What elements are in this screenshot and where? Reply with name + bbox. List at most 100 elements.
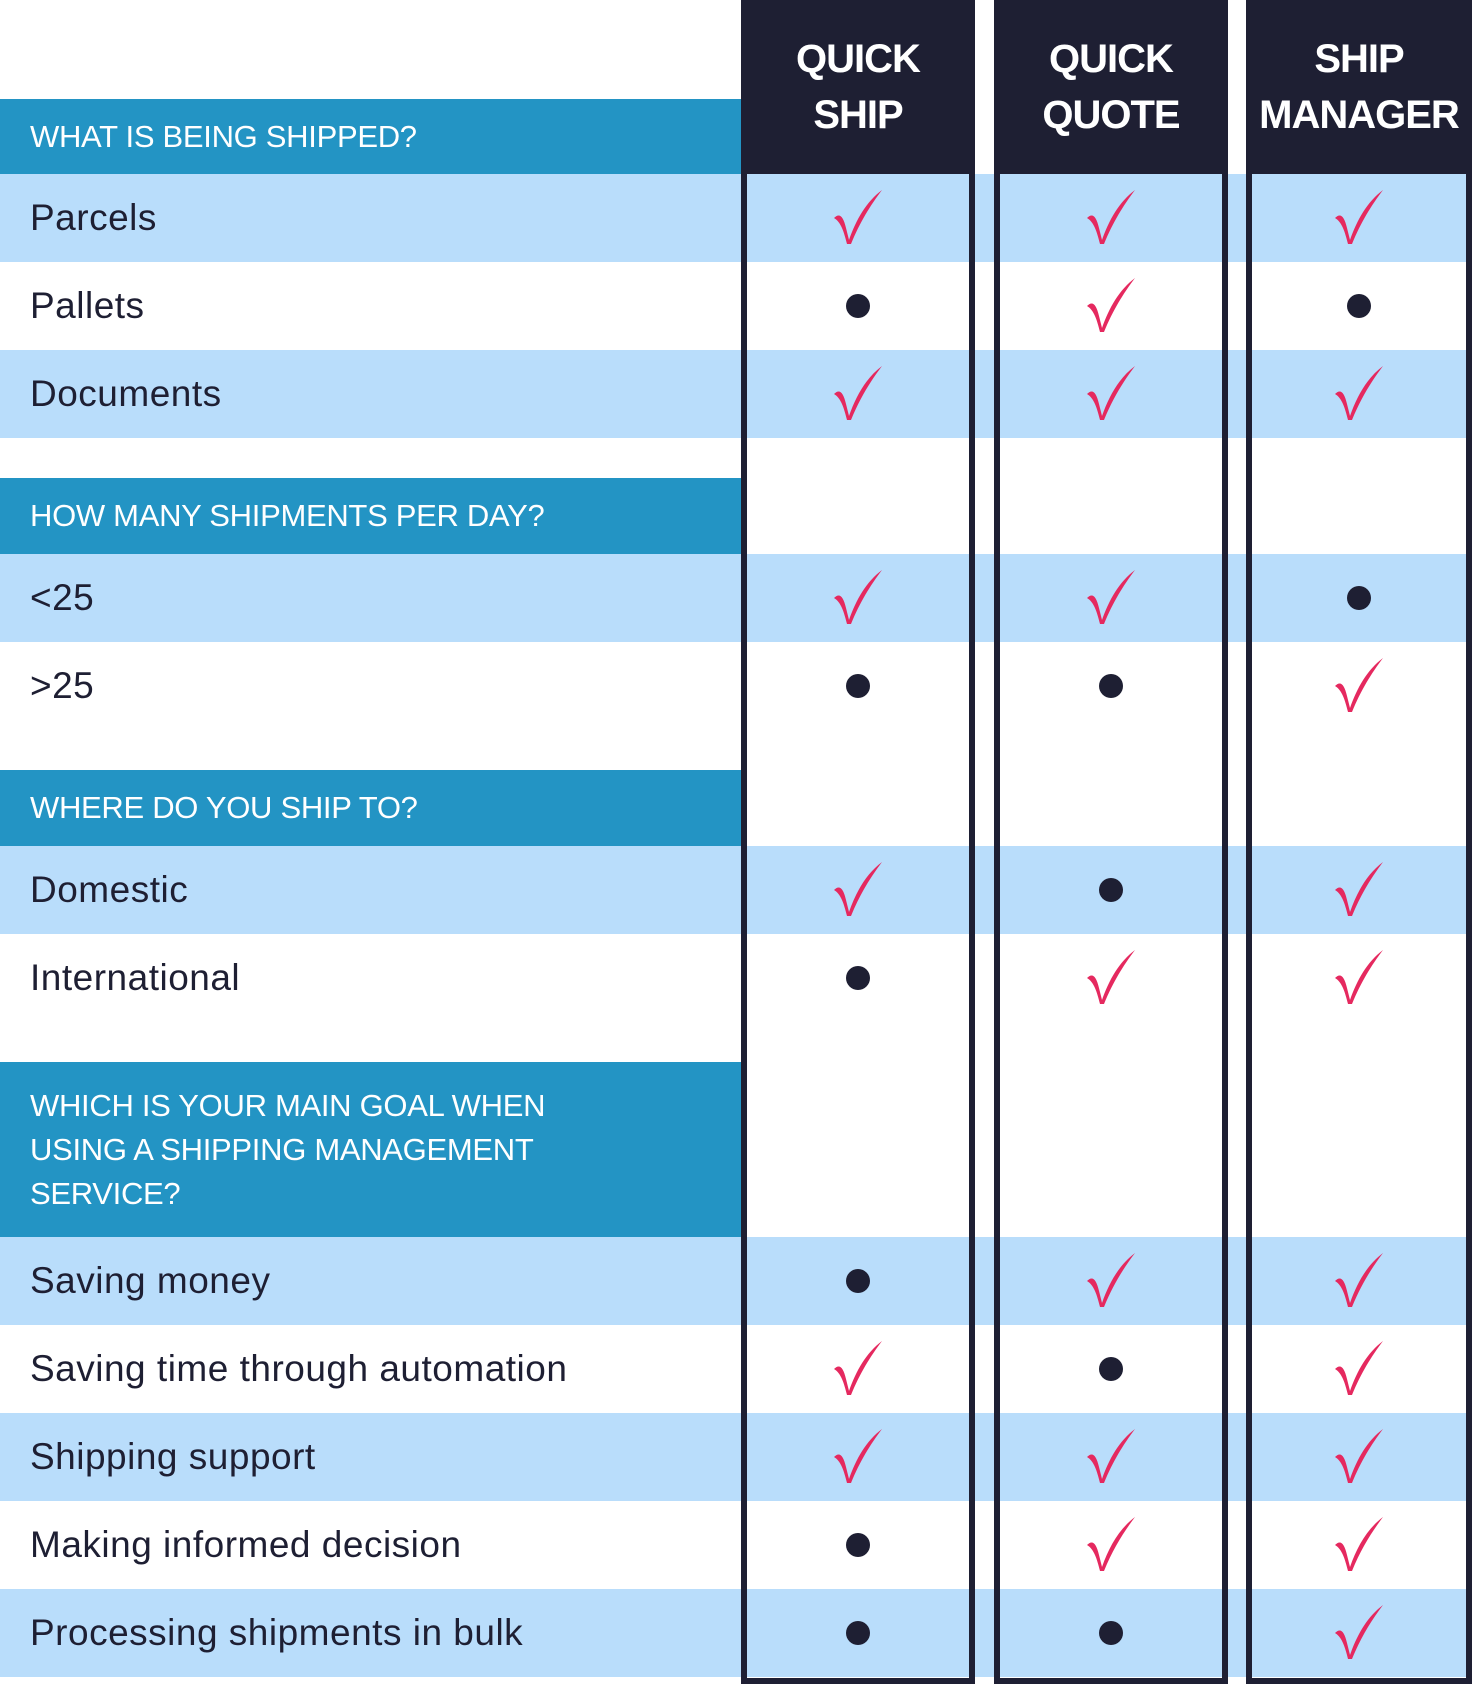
checkmark-icon — [830, 1427, 886, 1488]
checkmark-icon — [1331, 656, 1387, 717]
cell-dot — [798, 1501, 918, 1589]
checkmark-icon — [830, 568, 886, 629]
column-header: SHIP MANAGER — [1246, 0, 1472, 174]
checkmark-icon — [1331, 364, 1387, 425]
column-header-line2: MANAGER — [1259, 93, 1460, 137]
cell-check — [1051, 350, 1171, 438]
dot-icon — [1099, 674, 1123, 698]
table-row: Saving time through automation — [0, 1325, 1472, 1413]
checkmark-icon — [830, 364, 886, 425]
row-label: Documents — [30, 373, 222, 414]
checkmark-icon — [1083, 188, 1139, 249]
cell-check — [798, 350, 918, 438]
cell-check — [1051, 1237, 1171, 1325]
cell-check — [798, 846, 918, 934]
cell-check — [1299, 934, 1419, 1022]
checkmark-icon — [1083, 1515, 1139, 1576]
column-header-line1: QUICK — [796, 37, 921, 81]
row-label: International — [30, 957, 241, 998]
column-header: QUICK SHIP — [741, 0, 975, 174]
row-label: Saving time through automation — [30, 1348, 568, 1389]
table-row: >25 — [0, 642, 1472, 730]
column-frame — [741, 0, 975, 1684]
column-frame — [1246, 0, 1472, 1684]
row-label: Domestic — [30, 869, 189, 910]
row-label: >25 — [30, 665, 95, 706]
cell-check — [1051, 1413, 1171, 1501]
dot-icon — [846, 1533, 870, 1557]
column-header-line1: QUICK — [1049, 37, 1174, 81]
dot-icon — [1099, 1357, 1123, 1381]
cell-check — [1051, 262, 1171, 350]
section-heading: WHICH IS YOUR MAIN GOAL WHEN USING A SHI… — [0, 1062, 741, 1237]
cell-check — [1299, 1501, 1419, 1589]
row-label: <25 — [30, 577, 95, 618]
cell-check — [1299, 1237, 1419, 1325]
cell-check — [798, 1413, 918, 1501]
row-label: Shipping support — [30, 1436, 316, 1477]
checkmark-icon — [830, 860, 886, 921]
section-title: WHAT IS BEING SHIPPED? — [30, 118, 417, 154]
cell-check — [1299, 350, 1419, 438]
checkmark-icon — [1331, 1603, 1387, 1664]
row-label: Making informed decision — [30, 1524, 462, 1565]
dot-icon — [846, 966, 870, 990]
table-row: International — [0, 934, 1472, 1022]
cell-check — [1299, 1413, 1419, 1501]
row-label: Parcels — [30, 197, 157, 238]
cell-check — [1051, 934, 1171, 1022]
checkmark-icon — [1083, 568, 1139, 629]
checkmark-icon — [1331, 188, 1387, 249]
checkmark-icon — [1331, 1251, 1387, 1312]
section-heading: WHAT IS BEING SHIPPED? — [0, 99, 741, 174]
cell-dot — [798, 262, 918, 350]
cell-dot — [798, 642, 918, 730]
cell-dot — [1051, 1589, 1171, 1677]
column-header: QUICK QUOTE — [994, 0, 1228, 174]
section-heading: HOW MANY SHIPMENTS PER DAY? — [0, 478, 741, 554]
checkmark-icon — [1331, 1339, 1387, 1400]
dot-icon — [1347, 294, 1371, 318]
checkmark-icon — [1083, 948, 1139, 1009]
cell-dot — [1051, 846, 1171, 934]
checkmark-icon — [1331, 1515, 1387, 1576]
checkmark-icon — [1331, 860, 1387, 921]
section-title: WHERE DO YOU SHIP TO? — [30, 790, 418, 825]
checkmark-icon — [1331, 948, 1387, 1009]
checkmark-icon — [1083, 1427, 1139, 1488]
cell-check — [1299, 1325, 1419, 1413]
checkmark-icon — [1083, 364, 1139, 425]
row-label: Processing shipments in bulk — [30, 1612, 524, 1653]
cell-check — [1051, 554, 1171, 642]
dot-icon — [1099, 878, 1123, 902]
checkmark-icon — [830, 1339, 886, 1400]
cell-dot — [798, 1237, 918, 1325]
cell-dot — [1299, 262, 1419, 350]
checkmark-icon — [830, 188, 886, 249]
dot-icon — [846, 674, 870, 698]
checkmark-icon — [1083, 276, 1139, 337]
dot-icon — [846, 1621, 870, 1645]
dot-icon — [846, 1269, 870, 1293]
column-header-line2: QUOTE — [1042, 93, 1180, 137]
cell-dot — [1051, 642, 1171, 730]
section-title: WHICH IS YOUR MAIN GOAL WHEN USING A SHI… — [30, 1087, 546, 1211]
dot-icon — [1347, 586, 1371, 610]
cell-dot — [798, 934, 918, 1022]
cell-check — [1299, 174, 1419, 262]
table-row: Pallets — [0, 262, 1472, 350]
row-label: Pallets — [30, 285, 145, 326]
cell-check — [1051, 174, 1171, 262]
cell-check — [1299, 642, 1419, 730]
cell-check — [798, 554, 918, 642]
column-header-line2: SHIP — [813, 93, 903, 137]
cell-check — [1299, 1589, 1419, 1677]
cell-dot — [1051, 1325, 1171, 1413]
row-label: Saving money — [30, 1260, 271, 1301]
column-frame — [994, 0, 1228, 1684]
cell-dot — [1299, 554, 1419, 642]
checkmark-icon — [1331, 1427, 1387, 1488]
cell-check — [798, 174, 918, 262]
section-title: HOW MANY SHIPMENTS PER DAY? — [30, 498, 545, 533]
cell-check — [798, 1325, 918, 1413]
